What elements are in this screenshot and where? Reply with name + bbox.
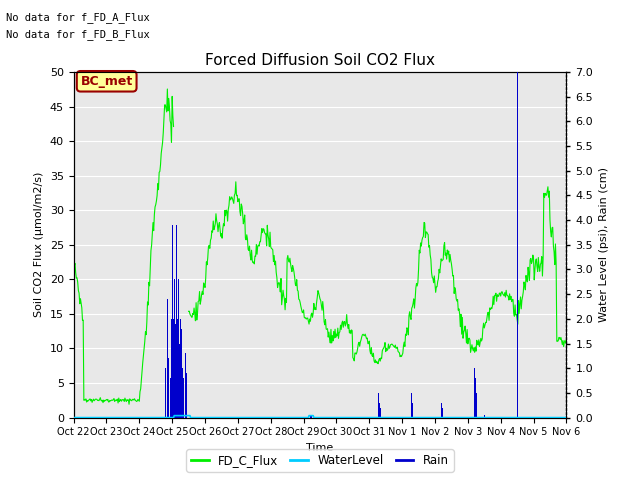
Bar xyxy=(172,294,173,418)
Bar xyxy=(380,408,381,418)
Bar xyxy=(182,368,183,418)
Bar xyxy=(476,393,477,418)
Bar xyxy=(181,353,182,418)
Bar xyxy=(178,279,179,418)
Bar xyxy=(516,415,518,418)
Bar xyxy=(183,378,184,418)
Bar xyxy=(186,373,187,418)
Bar xyxy=(173,279,175,418)
Bar xyxy=(173,319,174,418)
Bar xyxy=(177,319,178,418)
Bar xyxy=(310,415,312,418)
Bar xyxy=(474,368,475,418)
Bar xyxy=(475,378,476,418)
Bar xyxy=(165,368,166,418)
Text: No data for f_FD_A_Flux: No data for f_FD_A_Flux xyxy=(6,12,150,23)
Title: Forced Diffusion Soil CO2 Flux: Forced Diffusion Soil CO2 Flux xyxy=(205,53,435,68)
Bar xyxy=(378,393,380,418)
Y-axis label: Soil CO2 Flux (μmol/m2/s): Soil CO2 Flux (μmol/m2/s) xyxy=(34,172,44,317)
Bar xyxy=(180,319,181,418)
Bar xyxy=(412,403,413,418)
Bar xyxy=(176,225,177,418)
Bar xyxy=(185,393,186,418)
X-axis label: Time: Time xyxy=(307,443,333,453)
Bar xyxy=(517,62,518,418)
Bar xyxy=(310,415,311,418)
Bar xyxy=(180,329,182,418)
Text: BC_met: BC_met xyxy=(81,75,132,88)
Bar xyxy=(167,299,168,418)
Text: No data for f_FD_B_Flux: No data for f_FD_B_Flux xyxy=(6,29,150,40)
Bar xyxy=(170,378,172,418)
Bar xyxy=(442,408,443,418)
Y-axis label: Water Level (psi), Rain (cm): Water Level (psi), Rain (cm) xyxy=(599,168,609,322)
Bar xyxy=(179,344,180,418)
Bar xyxy=(379,403,380,418)
Bar xyxy=(171,319,172,418)
Bar xyxy=(175,324,176,418)
Legend: FD_C_Flux, WaterLevel, Rain: FD_C_Flux, WaterLevel, Rain xyxy=(186,449,454,472)
Bar xyxy=(172,225,173,418)
Bar xyxy=(311,415,312,418)
